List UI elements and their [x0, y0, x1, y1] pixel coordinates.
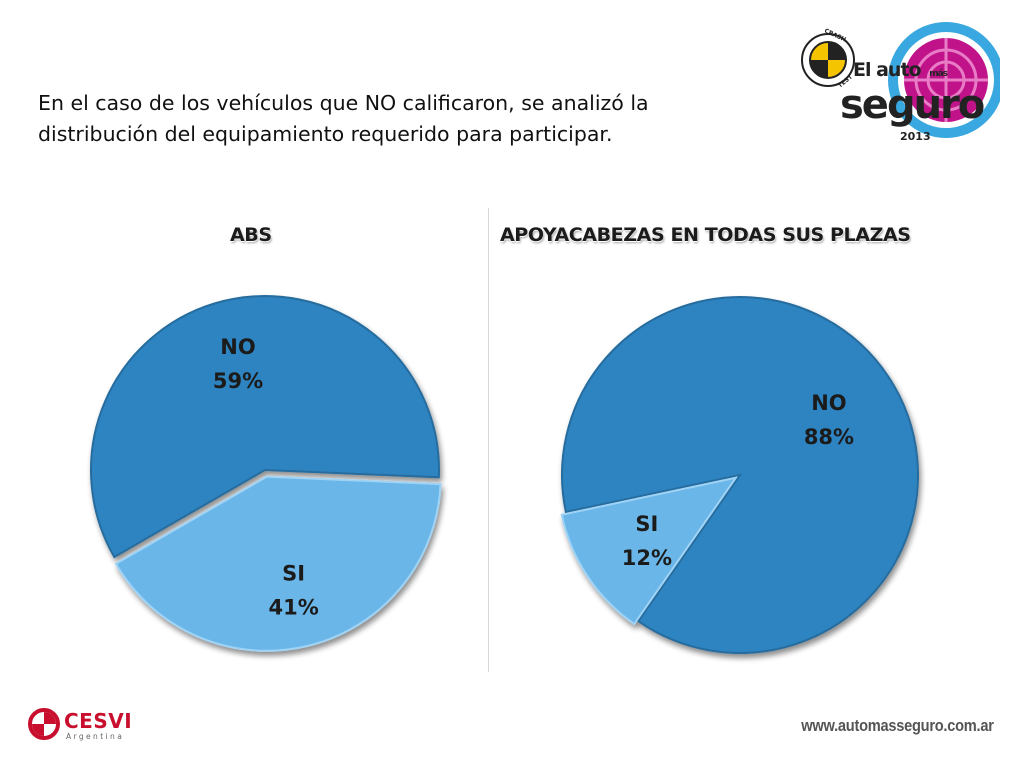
- cesvi-logo: CESVI Argentina: [28, 708, 132, 741]
- logo-year: 2013: [900, 130, 931, 143]
- chart-title-apoyacabezas: APOYACABEZAS EN TODAS SUS PLAZAS: [500, 224, 911, 246]
- pie-apoyacabezas-si-label: SI: [635, 512, 658, 536]
- el-auto-mas-seguro-logo: CRASH TEST El auto más seguro 2013: [801, 22, 1000, 143]
- pie-slice-no: [561, 296, 919, 654]
- pie-abs-no-label: NO: [220, 335, 255, 359]
- intro-text: En el caso de los vehículos que NO calif…: [38, 88, 758, 150]
- logo-mas: más: [929, 69, 947, 79]
- cesvi-emblem-icon: [28, 708, 60, 740]
- website-url: www.automasseguro.com.ar: [801, 716, 995, 735]
- pie-apoyacabezas-no-label: NO: [811, 391, 846, 415]
- chart-divider: [488, 208, 489, 672]
- pie-slice-si: [560, 476, 739, 626]
- chart-title-abs: ABS: [230, 224, 272, 246]
- cesvi-subtitle: Argentina: [66, 732, 124, 741]
- pie-apoyacabezas-no-value: 88%: [804, 425, 854, 449]
- pie-abs-si-label: SI: [282, 562, 305, 586]
- logo-seguro: seguro: [840, 82, 984, 128]
- pie-apoyacabezas-si-value: 12%: [622, 546, 672, 570]
- crash-test-badge: CRASH TEST: [801, 27, 855, 90]
- pie-chart-abs: NO 59% SI 41%: [90, 295, 442, 652]
- logo-line1: El auto más: [853, 59, 948, 81]
- intro-line-2: distribución del equipamiento requerido …: [38, 122, 613, 146]
- pie-slice-no: [90, 295, 440, 559]
- pie-chart-apoyacabezas: NO 88% SI 12%: [560, 296, 919, 654]
- logo-el-auto: El auto: [853, 59, 922, 81]
- intro-line-1: En el caso de los vehículos que NO calif…: [38, 91, 649, 115]
- pie-abs-no-value: 59%: [213, 369, 263, 393]
- logo-target-graphic: [888, 22, 1000, 138]
- pie-slice-si: [114, 475, 442, 652]
- cesvi-name: CESVI: [64, 709, 132, 733]
- pie-abs-si-value: 41%: [269, 596, 319, 620]
